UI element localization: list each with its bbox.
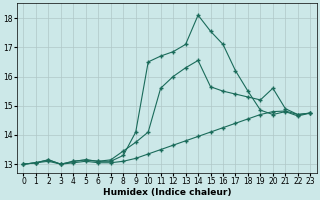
X-axis label: Humidex (Indice chaleur): Humidex (Indice chaleur) xyxy=(103,188,231,197)
